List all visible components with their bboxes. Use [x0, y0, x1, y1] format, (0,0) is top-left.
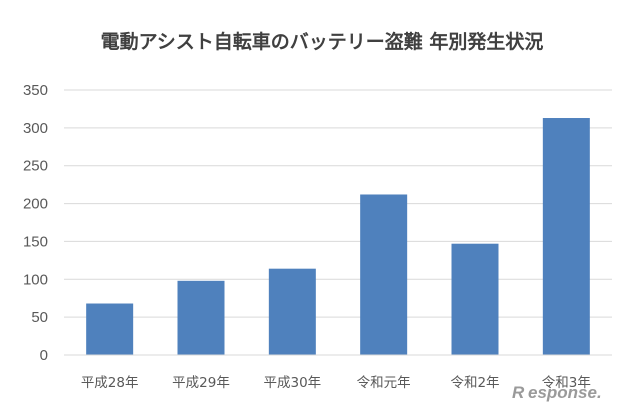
bar-2 [177, 280, 225, 355]
x-category-label: 令和2年 [450, 375, 499, 391]
x-axis-categories: 平成28年 平成29年 平成30年 令和元年 令和2年 令和3年 [81, 375, 591, 391]
y-tick-label: 150 [23, 233, 48, 250]
grid-lines [64, 89, 612, 318]
bars [86, 118, 590, 355]
x-category-label: 令和元年 [357, 375, 411, 391]
bar-4 [360, 194, 408, 355]
x-category-label: 令和3年 [542, 375, 591, 391]
y-tick-label: 200 [23, 196, 48, 213]
x-category-label: 平成30年 [263, 375, 321, 391]
y-tick-label: 250 [23, 158, 48, 175]
watermark-mark: R [512, 383, 525, 402]
watermark-text: esponse. [528, 383, 602, 402]
bar-3 [268, 268, 316, 355]
bar-5 [451, 243, 499, 355]
response-watermark: R esponse. [512, 383, 602, 402]
bar-6 [542, 118, 590, 355]
y-tick-label: 300 [23, 120, 48, 137]
y-tick-label: 0 [40, 347, 48, 364]
y-tick-label: 100 [23, 271, 48, 288]
chart-title: 電動アシスト自転車のバッテリー盗難 年別発生状況 [101, 30, 544, 53]
bar-1 [86, 303, 134, 355]
x-category-label: 平成28年 [81, 375, 139, 391]
y-tick-label: 50 [31, 309, 48, 326]
x-category-label: 平成29年 [172, 375, 230, 391]
y-axis-ticks: 0 50 100 150 200 250 300 350 [23, 82, 48, 364]
y-tick-label: 350 [23, 82, 48, 99]
